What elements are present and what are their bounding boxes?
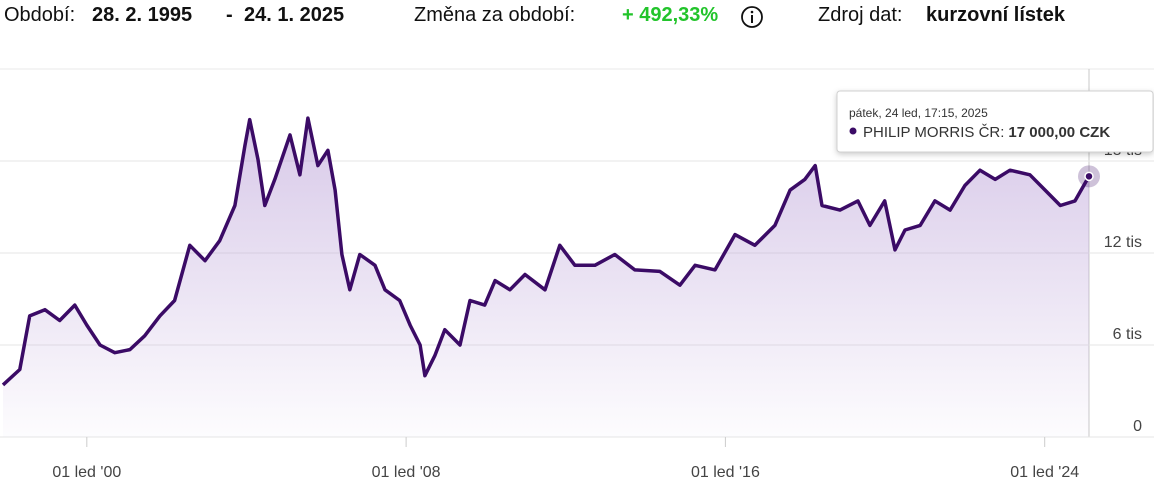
source-value: kurzovní lístek	[926, 4, 1065, 26]
tooltip-box	[836, 90, 1154, 153]
tooltip-value: 17 000,00 CZK	[1008, 124, 1110, 141]
y-tick-label: 12 tis	[1104, 234, 1142, 251]
tooltip-series-label: PHILIP MORRIS ČR:	[863, 124, 1004, 141]
source-label: Zdroj dat:	[818, 4, 903, 26]
period-start: 28. 2. 1995	[92, 4, 193, 26]
period-end: 24. 1. 2025	[244, 4, 345, 26]
change-value: + 492,33%	[622, 4, 719, 26]
period-label: Období:	[4, 4, 76, 26]
x-tick-label: 01 led '00	[52, 464, 121, 481]
tooltip-swatch	[849, 127, 857, 135]
y-tick-label: 6 tis	[1113, 326, 1142, 343]
tooltip-series: PHILIP MORRIS ČR: 17 000,00 CZK	[863, 124, 1110, 141]
info-icon[interactable]	[740, 5, 764, 29]
y-tick-label: 0	[1133, 418, 1142, 435]
area	[3, 118, 1089, 437]
x-tick-label: 01 led '08	[372, 464, 441, 481]
hover-point	[1084, 171, 1094, 182]
x-tick-label: 01 led '16	[691, 464, 760, 481]
period-separator: -	[226, 4, 233, 26]
change-label: Změna za období:	[414, 4, 576, 26]
tooltip-date: pátek, 24 led, 17:15, 2025	[849, 106, 988, 120]
line	[1, 116, 1091, 387]
x-tick-label: 01 led '24	[1010, 464, 1079, 481]
